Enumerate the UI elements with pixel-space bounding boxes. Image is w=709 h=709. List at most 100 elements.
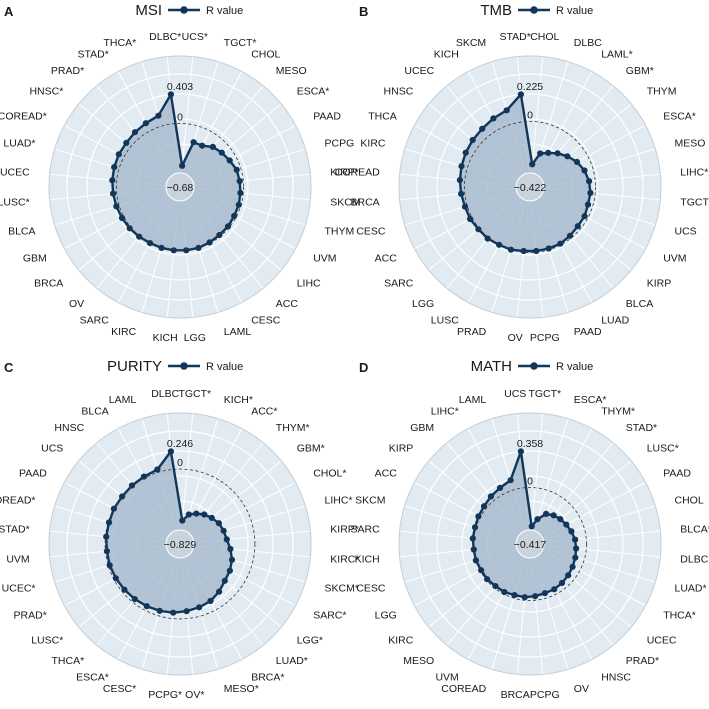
category-label: BRCA (34, 277, 63, 289)
data-point-blca (140, 473, 148, 480)
category-label: LUAD* (276, 655, 308, 667)
category-label: TGCT* (224, 37, 257, 49)
legend-marker (530, 362, 538, 370)
data-point-lusc (121, 586, 128, 593)
category-label: SKCM* (325, 582, 359, 594)
data-point-laml (507, 477, 514, 484)
category-label: CHOL* (313, 467, 346, 479)
category-label: KICH (434, 48, 459, 60)
category-label: BLCA (81, 405, 108, 417)
category-label: COREAD (441, 683, 486, 695)
data-point-lgg (478, 567, 485, 574)
data-point-blca (566, 232, 574, 239)
category-label: COREAD* (0, 110, 47, 122)
category-label: KIRC (388, 634, 414, 646)
category-label: KIRC (360, 138, 386, 150)
panel-title: MSI (135, 2, 162, 19)
category-label: THYM (325, 225, 355, 237)
category-label: KIRP (389, 443, 414, 455)
data-point-skcm (228, 556, 236, 563)
data-point-kirc (458, 163, 465, 170)
category-label: THCA (368, 110, 397, 122)
category-label: LUSC* (647, 443, 679, 455)
data-point-ucec (106, 562, 113, 569)
scale-max-label: 0.358 (517, 438, 543, 450)
category-label: GBM* (626, 65, 654, 77)
outer-ring (48, 55, 312, 319)
category-label: CESC* (103, 683, 136, 695)
data-point-lgg (221, 577, 228, 584)
category-label: BRCA* (251, 672, 284, 684)
category-label: BLCA (8, 225, 35, 237)
data-point-pcpg (233, 166, 240, 173)
data-point-esca (534, 516, 541, 523)
data-point-coread (105, 519, 113, 526)
data-point-thym (564, 153, 571, 160)
data-point-meso (209, 143, 216, 150)
data-point-luad (111, 164, 118, 171)
scale-min-label: −0.829 (164, 539, 197, 551)
category-label: SARC (80, 315, 110, 327)
data-point-paad (226, 157, 233, 164)
panel-letter: B (359, 4, 368, 19)
data-point-gbm (118, 214, 126, 222)
data-point-ov (136, 233, 143, 240)
data-point-thca (155, 112, 162, 119)
category-label: CESC (251, 315, 281, 327)
radar-panel-a: A MSI R value 0.403 0 −0.68 UCS* TGCT*CHOL MESO E… (0, 2, 361, 344)
data-point-brca (207, 597, 214, 605)
grid-ring (66, 73, 294, 301)
data-point-pcpg (533, 247, 540, 255)
category-label: PCPG (530, 689, 560, 701)
data-point-esca (143, 603, 150, 610)
category-label: DLBC (680, 553, 708, 565)
data-point-dlbc (537, 150, 544, 157)
scale-zero-label: 0 (177, 111, 183, 123)
category-label: STAD* (0, 524, 30, 536)
category-label: DLBC (151, 388, 179, 400)
data-point-sarc (469, 535, 476, 542)
data-point-paad (563, 521, 570, 528)
category-label: STAD* (77, 48, 108, 60)
category-label: PRAD* (14, 610, 47, 622)
category-label: MESO (675, 138, 706, 150)
scale-max-label: 0.225 (517, 81, 543, 93)
category-label: UCEC* (2, 582, 36, 594)
grid-ring (416, 430, 644, 658)
data-point-cesc (156, 607, 163, 614)
data-point-chol (199, 142, 206, 149)
data-point-luad (216, 588, 223, 595)
data-point-luad (557, 240, 564, 247)
data-point-blca (113, 203, 120, 210)
data-point-tgct (179, 517, 186, 524)
panel-title: PURITY (107, 358, 162, 375)
category-label: SKCM (456, 37, 486, 49)
category-label: THYM (647, 86, 677, 98)
category-label: PCPG* (148, 689, 182, 701)
category-label: SKCM (355, 495, 385, 507)
grid-ring (86, 93, 274, 281)
data-point-kirp (223, 536, 230, 543)
data-point-chol (215, 520, 222, 527)
category-label: HNSC (384, 86, 414, 98)
category-label: LAML* (601, 48, 633, 60)
data-point-meso (581, 167, 588, 174)
category-label: GBM* (297, 443, 325, 455)
category-label: THCA* (663, 610, 696, 622)
category-label: HNSC (601, 672, 631, 684)
data-point-dlbc (167, 91, 174, 98)
data-point-dlbc (573, 545, 580, 552)
category-label: KIRP* (330, 524, 359, 536)
data-point-prad (558, 579, 566, 587)
legend-label: R value (556, 5, 593, 17)
category-label: ACC (375, 253, 398, 265)
data-point-pcpg (170, 609, 177, 616)
category-label: UVM (6, 553, 29, 565)
grid-spoke (530, 55, 544, 174)
category-label: BRCA (351, 196, 380, 208)
data-point-kirp (236, 178, 243, 185)
data-point-gbm (554, 150, 561, 157)
radar-core (515, 529, 545, 559)
data-point-kich (470, 546, 477, 553)
data-point-paad (110, 505, 117, 512)
